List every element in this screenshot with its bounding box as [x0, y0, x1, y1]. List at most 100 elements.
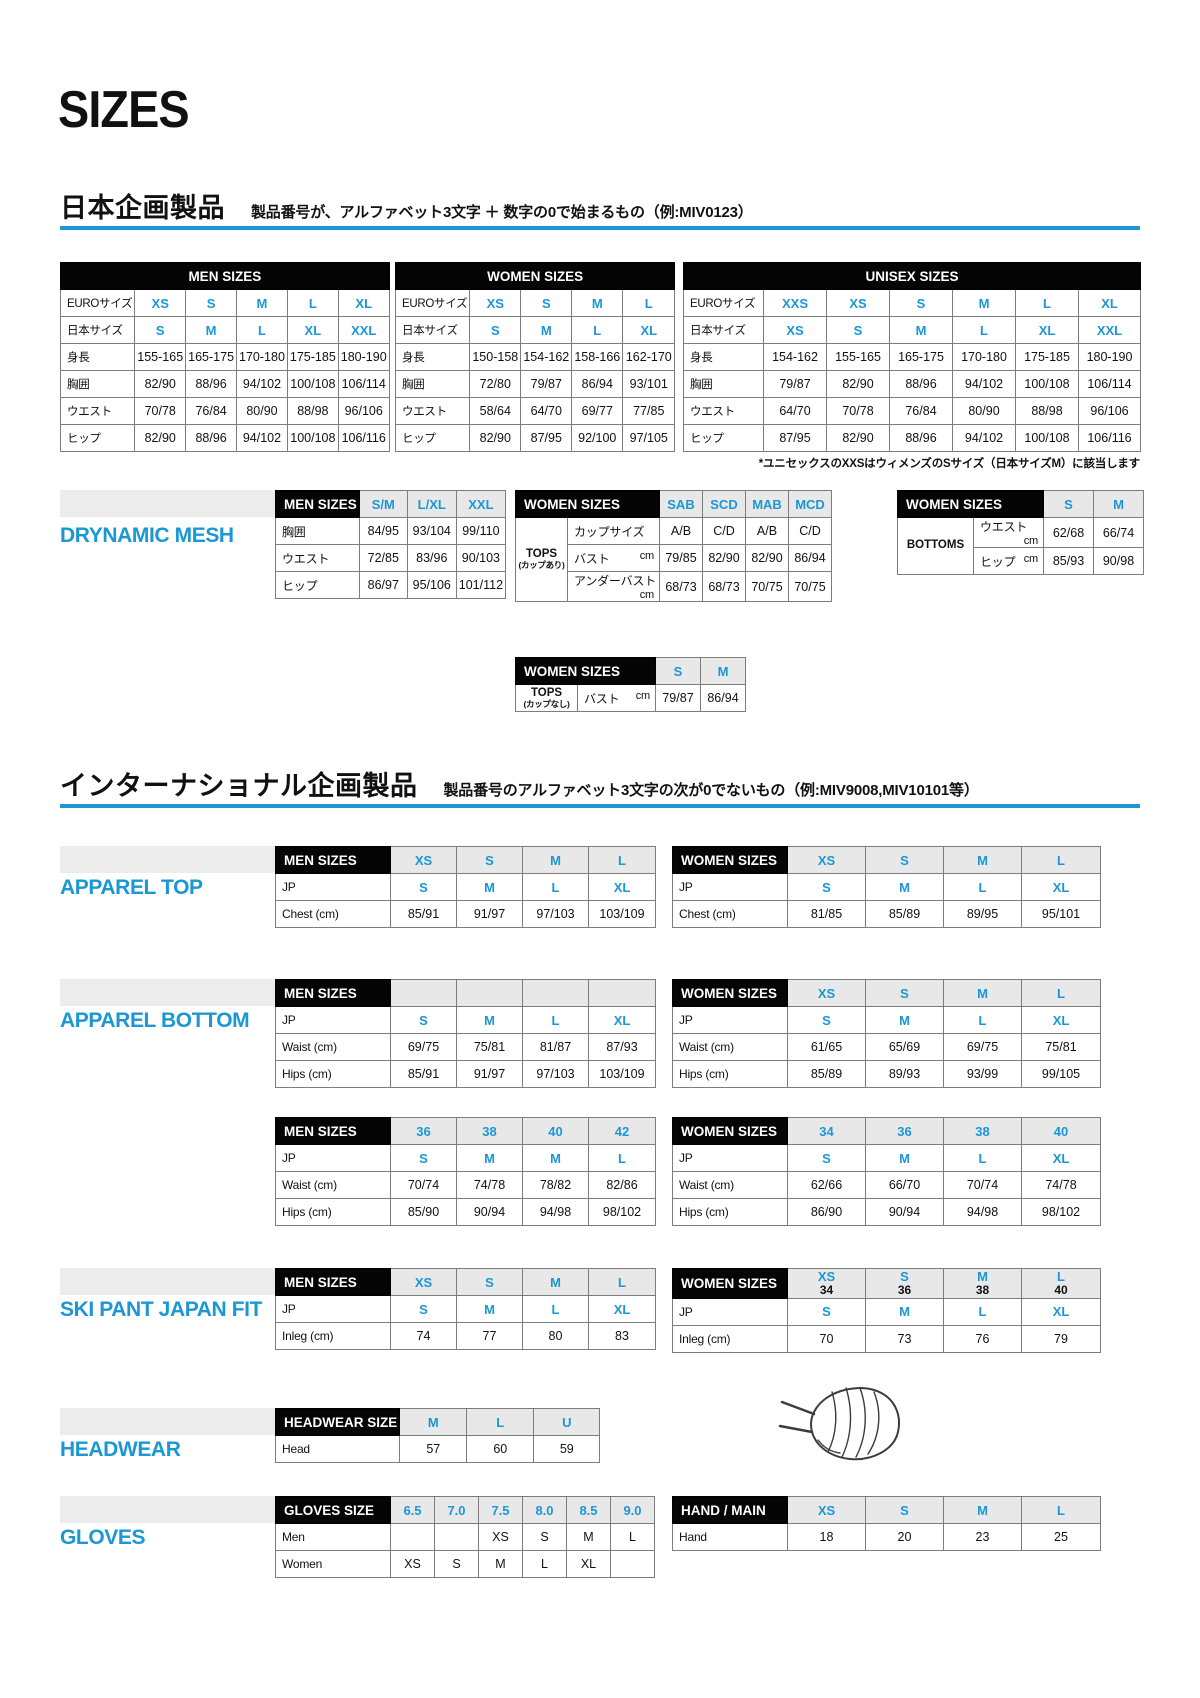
value-cell: 98/102 — [588, 1198, 656, 1226]
value-cell: 80/90 — [952, 397, 1016, 425]
size-header-main: XS — [817, 1269, 836, 1284]
size-header-cell — [588, 979, 656, 1007]
row-label-cell: JP — [275, 873, 391, 901]
value-cell: 59 — [533, 1435, 601, 1463]
value-cell: 82/90 — [745, 544, 789, 572]
value-cell: 90/94 — [865, 1198, 944, 1226]
row-label-cell: JP — [672, 1144, 788, 1172]
value-cell: S — [787, 1144, 866, 1172]
row-label-cell: ヒップ — [275, 571, 360, 599]
row-label-cell: EUROサイズ — [59, 289, 136, 317]
value-cell: 82/90 — [134, 370, 187, 398]
intl-section-rule — [60, 804, 1140, 808]
value-cell: 69/75 — [390, 1033, 457, 1061]
value-cell: 76 — [943, 1324, 1022, 1353]
value-cell: A/B — [745, 517, 789, 545]
size-table: WOMEN SIZES XS S M L JP S M L XL Waist (cm) 61/65 65… — [672, 979, 1101, 1088]
value-cell: L — [943, 1144, 1022, 1172]
size-header-cell: MCD — [788, 490, 832, 518]
value-cell: 175-185 — [1015, 343, 1079, 371]
value-cell: 94/98 — [943, 1198, 1022, 1226]
size-header-cell: L 40 — [1021, 1268, 1101, 1299]
table-row: Hips (cm) 86/90 90/94 94/98 98/102 — [672, 1198, 1101, 1226]
value-cell: 81/87 — [522, 1033, 589, 1061]
size-header-cell: 34 — [787, 1117, 866, 1145]
value-cell: XS — [390, 1550, 435, 1578]
size-header-cell: S 36 — [865, 1268, 944, 1299]
table-row: アンダーバスト cm 68/73 68/73 70/75 70/75 — [516, 571, 832, 602]
size-header-cell: M 38 — [943, 1268, 1022, 1299]
row-label-cell: 身長 — [394, 343, 471, 371]
row-label-cell: ウエスト — [683, 397, 764, 425]
row-label-cell: ヒップ — [59, 424, 136, 452]
value-cell: 96/106 — [1078, 397, 1141, 425]
size-table: UNISEX SIZES EUROサイズ XXS XS S M L XL 日本サイズ XS S M L X… — [683, 262, 1141, 452]
row-label-cell: EUROサイズ — [683, 289, 764, 317]
table-title-cell: WOMEN SIZES — [672, 846, 788, 874]
value-cell: M — [522, 1144, 589, 1172]
row-label-cell: バスト cm — [567, 544, 660, 572]
value-cell: L — [522, 1006, 589, 1034]
row-label: 身長 — [690, 352, 713, 364]
value-cell: L — [1015, 289, 1079, 317]
table-row: Waist (cm) 61/65 65/69 69/75 75/81 — [672, 1033, 1101, 1061]
row-label: Hand — [679, 1530, 707, 1544]
table-header-row: MEN SIZES — [60, 262, 390, 290]
value-cell: 85/91 — [390, 1060, 457, 1088]
size-header-main: L — [1057, 1269, 1065, 1284]
value-cell: 150-158 — [469, 343, 522, 371]
value-cell: 85/90 — [390, 1198, 457, 1226]
value-cell: S — [390, 873, 457, 901]
table-row: ウエスト 64/70 70/78 76/84 80/90 88/98 96/106 — [683, 397, 1141, 425]
value-cell: C/D — [788, 517, 832, 545]
row-label: 日本サイズ — [67, 325, 123, 337]
row-label: バスト — [584, 691, 620, 706]
table-row: Hips (cm) 85/91 91/97 97/103 103/109 — [275, 1060, 656, 1088]
size-header-cell — [456, 979, 523, 1007]
size-header-cell: 40 — [522, 1117, 589, 1145]
section-title-drynamic-mesh: DRYNAMIC MESH — [60, 524, 234, 547]
row-label: JP — [679, 1151, 693, 1165]
japan-section-heading: 日本企画製品 — [60, 193, 225, 223]
group-label-cell: TOPS (カップあり) — [515, 517, 568, 602]
row-label-cell: ウエスト — [59, 397, 136, 425]
value-cell: L — [286, 289, 339, 317]
table-row: JP S M L XL — [275, 1295, 656, 1323]
size-header-cell: 9.0 — [610, 1496, 655, 1524]
table-header-row: MEN SIZES 36 38 40 42 — [275, 1117, 656, 1145]
table-row: 日本サイズ S M L XL — [394, 316, 676, 344]
value-cell: 86/94 — [700, 684, 746, 712]
table-row: EUROサイズ XS S M L XL — [59, 289, 390, 317]
table-apparel-bottom-women-2: WOMEN SIZES 34 36 38 40 JP S M L XL Waist (cm) 62/6… — [672, 1117, 1101, 1226]
value-cell: XS — [478, 1523, 523, 1551]
size-header-cell: M — [943, 1496, 1022, 1524]
value-cell: 175-185 — [286, 343, 339, 371]
size-header-cell: S — [1043, 490, 1094, 518]
value-cell: S — [434, 1550, 479, 1578]
value-cell: XL — [1021, 1144, 1101, 1172]
table-row: Head 57 60 59 — [274, 1435, 601, 1463]
value-cell: 75/81 — [456, 1033, 523, 1061]
value-cell: 98/102 — [1021, 1198, 1101, 1226]
value-cell: L — [522, 873, 589, 901]
row-label-cell: 日本サイズ — [394, 316, 471, 344]
section-title-headwear: HEADWEAR — [60, 1438, 181, 1461]
value-cell: 90/94 — [456, 1198, 523, 1226]
size-table: WOMEN SIZES 34 36 38 40 JP S M L XL Waist (cm) 62/6… — [672, 1117, 1101, 1226]
row-label: 身長 — [402, 352, 425, 364]
value-cell: 88/96 — [889, 424, 953, 452]
value-cell: L — [943, 1297, 1022, 1326]
value-cell: L — [571, 316, 624, 344]
row-label-cell: ヒップ — [683, 424, 764, 452]
value-cell: 100/108 — [286, 370, 339, 398]
size-header-cell: M — [943, 979, 1022, 1007]
row-label: Waist (cm) — [679, 1040, 734, 1054]
table-header-row: MEN SIZES — [275, 979, 656, 1007]
value-cell: C/D — [702, 517, 746, 545]
value-cell: 62/66 — [787, 1171, 866, 1199]
value-cell: M — [236, 289, 288, 317]
row-label: ヒップ — [282, 578, 318, 593]
size-header-cell: L — [1021, 1496, 1101, 1524]
table-row: Hand 18 20 23 25 — [672, 1523, 1101, 1551]
value-cell: 89/95 — [943, 900, 1022, 928]
